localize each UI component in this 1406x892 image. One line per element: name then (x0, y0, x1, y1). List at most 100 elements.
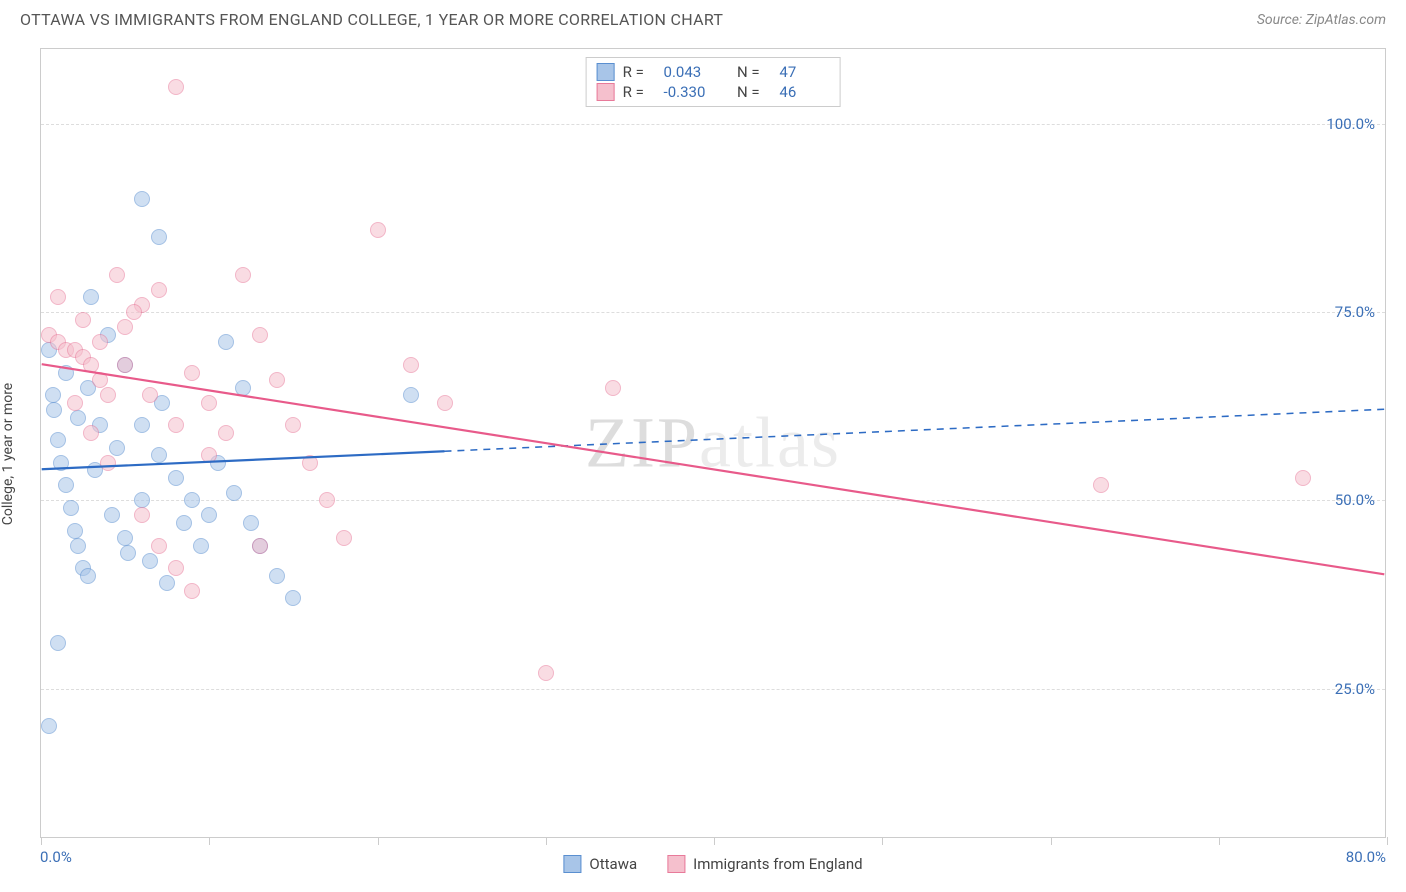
data-point (538, 665, 554, 681)
chart-title: OTTAWA VS IMMIGRANTS FROM ENGLAND COLLEG… (20, 10, 723, 29)
x-tick (209, 837, 210, 845)
x-tick (882, 837, 883, 845)
data-point (83, 425, 99, 441)
legend-stats-box: R = 0.043 N = 47R = -0.330 N = 46 (586, 57, 841, 107)
data-point (53, 455, 69, 471)
data-point (117, 319, 133, 335)
data-point (100, 455, 116, 471)
data-point (184, 583, 200, 599)
data-point (50, 289, 66, 305)
data-point (218, 425, 234, 441)
data-point (109, 440, 125, 456)
data-point (104, 507, 120, 523)
y-tick-label: 75.0% (1335, 303, 1375, 321)
data-point (605, 380, 621, 396)
data-point (70, 410, 86, 426)
data-point (235, 267, 251, 283)
data-point (117, 357, 133, 373)
y-axis-label: College, 1 year or more (0, 383, 16, 525)
data-point (168, 560, 184, 576)
data-point (142, 553, 158, 569)
data-point (45, 387, 61, 403)
legend-stat-row: R = -0.330 N = 46 (597, 82, 830, 102)
data-point (285, 417, 301, 433)
data-point (126, 304, 142, 320)
data-point (50, 635, 66, 651)
n-label: N = (737, 63, 760, 81)
data-point (151, 538, 167, 554)
legend-swatch (597, 83, 615, 101)
y-tick-label: 50.0% (1335, 491, 1375, 509)
data-point (67, 395, 83, 411)
x-tick (1219, 837, 1220, 845)
data-point (437, 395, 453, 411)
x-axis-start-label: 0.0% (40, 848, 72, 866)
data-point (201, 395, 217, 411)
data-point (58, 365, 74, 381)
grid-line (41, 124, 1385, 125)
data-point (218, 334, 234, 350)
data-point (1295, 470, 1311, 486)
data-point (109, 267, 125, 283)
legend-item: Immigrants from England (667, 855, 862, 873)
x-tick (378, 837, 379, 845)
data-point (319, 492, 335, 508)
data-point (269, 568, 285, 584)
data-point (67, 523, 83, 539)
data-point (168, 79, 184, 95)
y-tick-label: 100.0% (1326, 115, 1375, 133)
x-tick (41, 837, 42, 845)
source-label: Source: ZipAtlas.com (1257, 12, 1386, 28)
data-point (75, 312, 91, 328)
data-point (1093, 477, 1109, 493)
legend-item: Ottawa (563, 855, 637, 873)
data-point (336, 530, 352, 546)
data-point (151, 282, 167, 298)
data-point (134, 507, 150, 523)
trend-line-solid (42, 364, 1385, 574)
watermark-light: atlas (699, 403, 841, 483)
data-point (134, 492, 150, 508)
data-point (100, 387, 116, 403)
n-value: 46 (779, 83, 829, 101)
data-point (184, 492, 200, 508)
grid-line (41, 500, 1385, 501)
data-point (83, 289, 99, 305)
legend-swatch (597, 63, 615, 81)
data-point (252, 327, 268, 343)
data-point (193, 538, 209, 554)
trend-lines-svg (41, 49, 1385, 837)
data-point (243, 515, 259, 531)
legend-stat-row: R = 0.043 N = 47 (597, 62, 830, 82)
data-point (117, 530, 133, 546)
data-point (168, 417, 184, 433)
data-point (168, 470, 184, 486)
data-point (184, 365, 200, 381)
r-value: -0.330 (664, 83, 714, 101)
data-point (201, 447, 217, 463)
data-point (46, 402, 62, 418)
data-point (403, 357, 419, 373)
y-tick-label: 25.0% (1335, 680, 1375, 698)
data-point (134, 191, 150, 207)
data-point (80, 568, 96, 584)
data-point (142, 387, 158, 403)
grid-line (41, 689, 1385, 690)
r-label: R = (623, 83, 644, 101)
data-point (159, 575, 175, 591)
n-value: 47 (779, 63, 829, 81)
watermark: ZIPatlas (585, 402, 841, 485)
data-point (120, 545, 136, 561)
data-point (151, 447, 167, 463)
legend-series-name: Ottawa (589, 855, 637, 873)
data-point (302, 455, 318, 471)
data-point (226, 485, 242, 501)
r-value: 0.043 (664, 63, 714, 81)
x-tick (1387, 837, 1388, 845)
data-point (50, 432, 66, 448)
data-point (235, 380, 251, 396)
data-point (41, 718, 57, 734)
data-point (176, 515, 192, 531)
data-point (269, 372, 285, 388)
x-tick (546, 837, 547, 845)
